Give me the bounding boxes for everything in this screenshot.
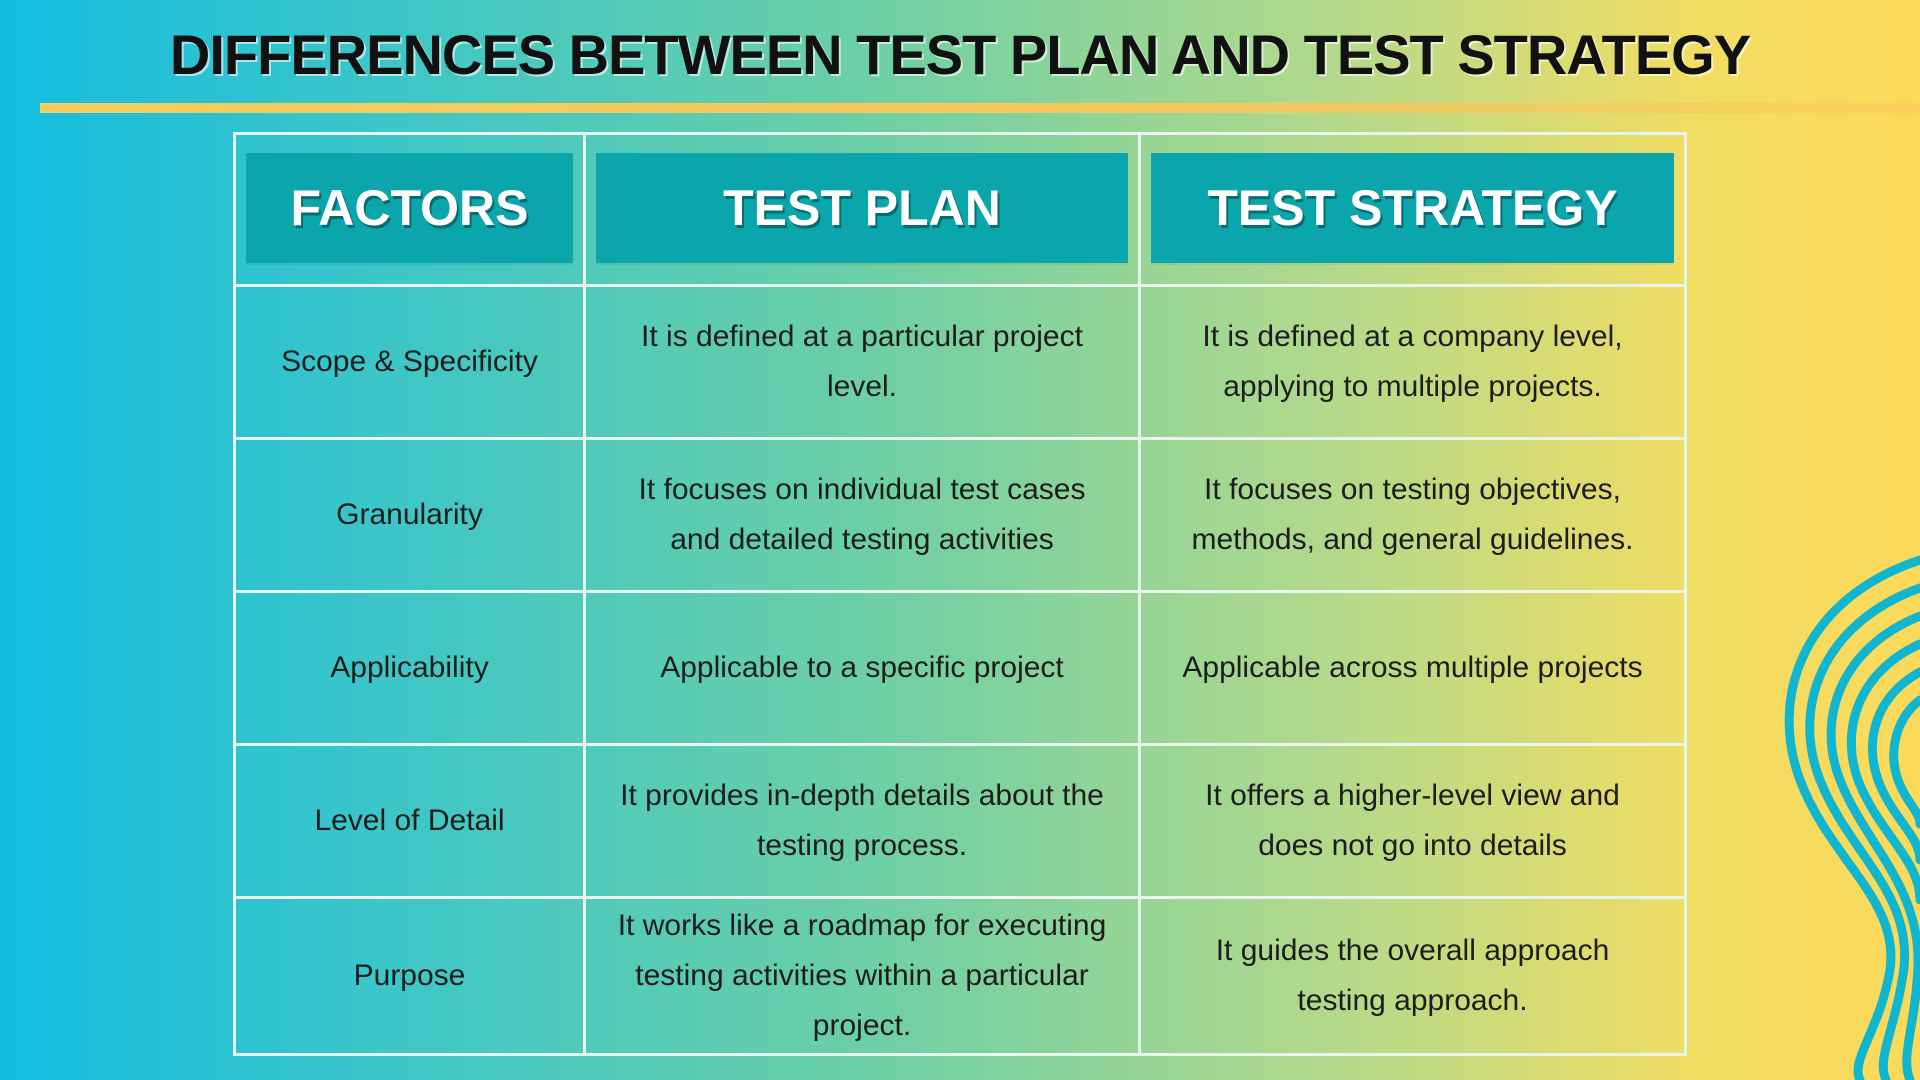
comparison-table: FACTORS TEST PLAN TEST STRATEGY Scope & …: [233, 132, 1687, 1056]
factor-cell: Scope & Specificity: [236, 287, 586, 440]
header-factors: FACTORS: [246, 152, 573, 263]
test-strategy-cell: It offers a higher-level view and does n…: [1141, 746, 1684, 899]
factor-cell: Applicability: [236, 593, 586, 746]
title-underline: [40, 103, 1920, 113]
header-cell-test-plan: TEST PLAN: [586, 135, 1141, 287]
factor-cell: Level of Detail: [236, 746, 586, 899]
page-title: DIFFERENCES BETWEEN TEST PLAN AND TEST S…: [169, 23, 1751, 86]
factor-cell: Granularity: [236, 440, 586, 593]
test-plan-cell: It is defined at a particular project le…: [586, 287, 1141, 440]
header-cell-test-strategy: TEST STRATEGY: [1141, 135, 1684, 287]
header-test-strategy: TEST STRATEGY: [1151, 152, 1674, 263]
test-strategy-cell: It guides the overall approach testing a…: [1215, 934, 1610, 1017]
test-strategy-cell: It focuses on testing objectives, method…: [1141, 440, 1684, 593]
test-plan-cell: It focuses on individual test cases and …: [586, 440, 1141, 593]
factor-cell: Purpose: [236, 899, 586, 1053]
test-plan-cell: Applicable to a specific project: [586, 593, 1141, 746]
header-cell-factors: FACTORS: [236, 135, 586, 287]
test-strategy-cell: Applicable across multiple projects: [1141, 593, 1684, 746]
decorative-swirl-graphic: [1784, 555, 1920, 1080]
test-strategy-cell: It is defined at a company level, applyi…: [1141, 287, 1684, 440]
test-plan-cell: It works like a roadmap for executing te…: [586, 899, 1141, 1053]
header-test-plan: TEST PLAN: [596, 152, 1128, 263]
test-plan-cell: It provides in-depth details about the t…: [586, 746, 1141, 899]
